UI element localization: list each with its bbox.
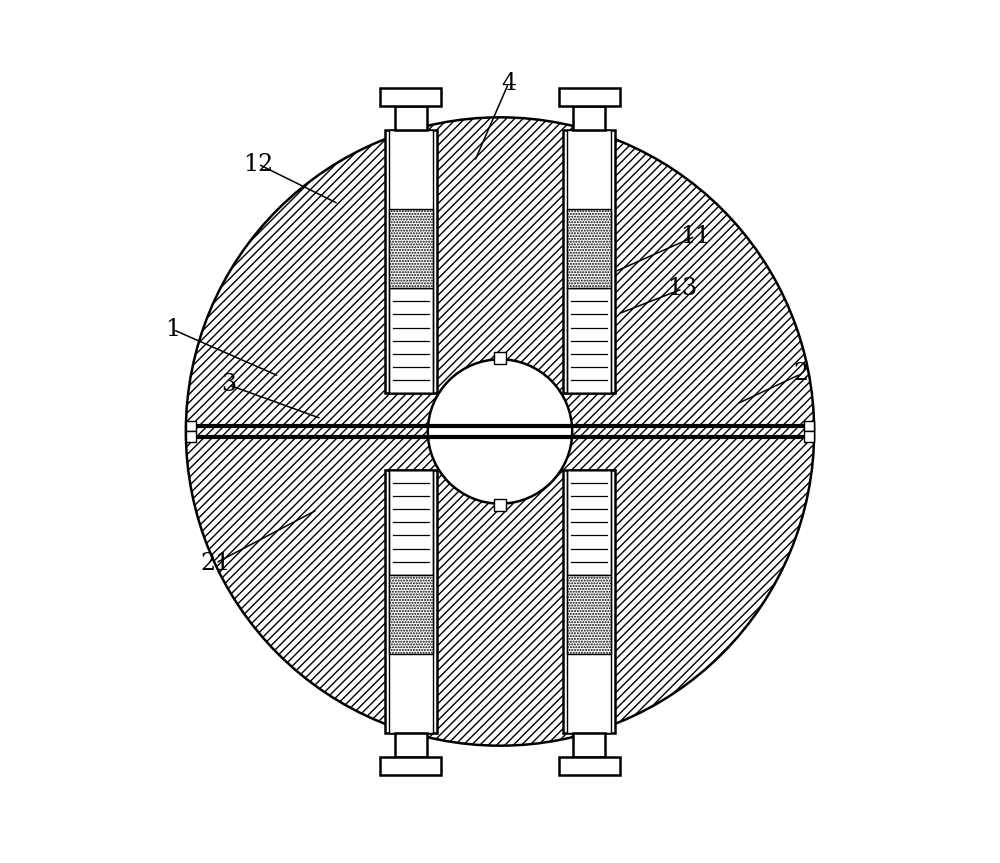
- Bar: [573, 733, 605, 757]
- Bar: [494, 499, 506, 511]
- Bar: [389, 209, 433, 288]
- Bar: [573, 106, 605, 130]
- Text: 3: 3: [221, 374, 236, 396]
- Circle shape: [186, 117, 814, 746]
- Bar: [563, 130, 615, 394]
- Bar: [804, 432, 814, 442]
- Bar: [567, 469, 611, 575]
- Bar: [389, 575, 433, 654]
- Bar: [385, 130, 437, 394]
- Bar: [563, 469, 615, 733]
- Bar: [395, 733, 427, 757]
- Bar: [380, 88, 441, 106]
- Bar: [494, 352, 506, 364]
- Bar: [563, 469, 615, 733]
- Bar: [804, 421, 814, 432]
- Bar: [389, 469, 433, 733]
- Bar: [559, 88, 620, 106]
- Text: 11: 11: [680, 224, 710, 248]
- Bar: [385, 469, 437, 733]
- Bar: [385, 130, 437, 394]
- Bar: [567, 130, 611, 394]
- Bar: [567, 209, 611, 288]
- Text: 12: 12: [243, 153, 273, 175]
- Text: 21: 21: [200, 551, 231, 575]
- Bar: [389, 130, 433, 394]
- Bar: [389, 288, 433, 394]
- Bar: [567, 469, 611, 733]
- Bar: [563, 130, 615, 394]
- Circle shape: [428, 359, 572, 504]
- Bar: [567, 288, 611, 394]
- Bar: [395, 106, 427, 130]
- Text: 1: 1: [166, 318, 181, 341]
- Bar: [186, 421, 196, 432]
- Text: 4: 4: [501, 72, 516, 95]
- Bar: [567, 575, 611, 654]
- Text: 13: 13: [667, 277, 698, 300]
- Text: 2: 2: [794, 362, 809, 385]
- Bar: [559, 757, 620, 775]
- Bar: [389, 469, 433, 575]
- Bar: [380, 757, 441, 775]
- Bar: [385, 469, 437, 733]
- Bar: [186, 432, 196, 442]
